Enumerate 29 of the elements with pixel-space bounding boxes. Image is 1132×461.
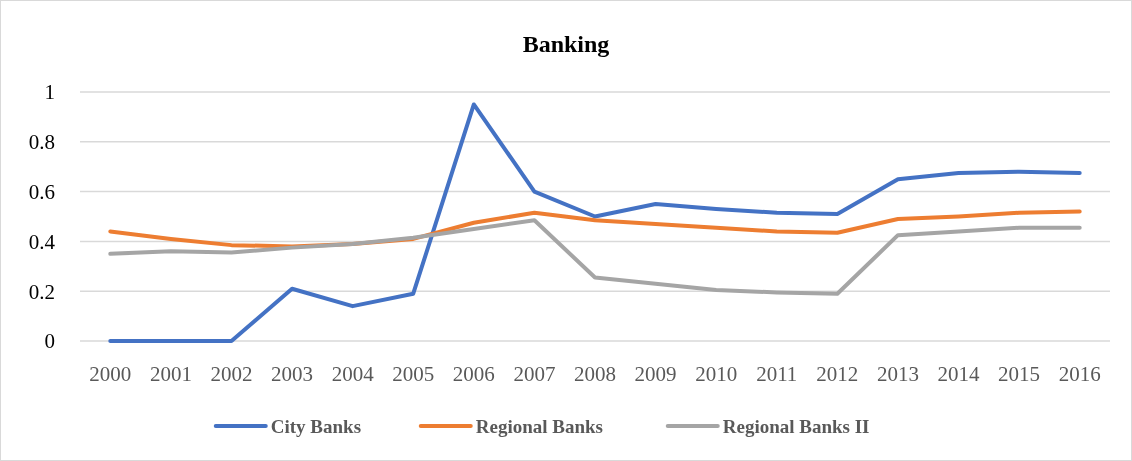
x-tick-label: 2005 [392, 362, 435, 386]
y-tick-label: 0.6 [28, 179, 55, 204]
x-tick-label: 2002 [210, 362, 253, 386]
x-tick-label: 2000 [89, 362, 132, 386]
x-tick-label: 2009 [634, 362, 677, 386]
x-tick-label: 2014 [937, 362, 981, 386]
y-tick-label: 0.8 [28, 130, 55, 155]
x-tick-label: 2016 [1058, 362, 1101, 386]
legend-label: City Banks [270, 415, 362, 437]
x-tick-label: 2007 [513, 362, 556, 386]
legend-label: Regional Banks II [722, 415, 870, 437]
line-series [108, 102, 1082, 343]
x-tick-label: 2015 [998, 362, 1041, 386]
x-tick-label: 2006 [452, 362, 495, 386]
y-tick-label: 0.4 [28, 229, 56, 254]
x-tick-label: 2011 [756, 362, 798, 386]
x-tick-label: 2001 [149, 362, 192, 386]
x-tick-label: 2010 [695, 362, 738, 386]
line-series [108, 218, 1082, 296]
legend-label: Regional Banks [475, 415, 603, 437]
x-tick-label: 2012 [816, 362, 859, 386]
x-tick-label: 2008 [574, 362, 616, 386]
x-tick-label: 2013 [876, 362, 919, 386]
y-tick-label: 0 [44, 329, 55, 354]
x-tick-label: 2004 [331, 362, 375, 386]
x-tick-label: 2003 [271, 362, 314, 386]
y-tick-label: 1 [44, 80, 55, 105]
y-tick-label: 0.2 [28, 279, 55, 304]
chart-title: Banking [522, 31, 610, 57]
